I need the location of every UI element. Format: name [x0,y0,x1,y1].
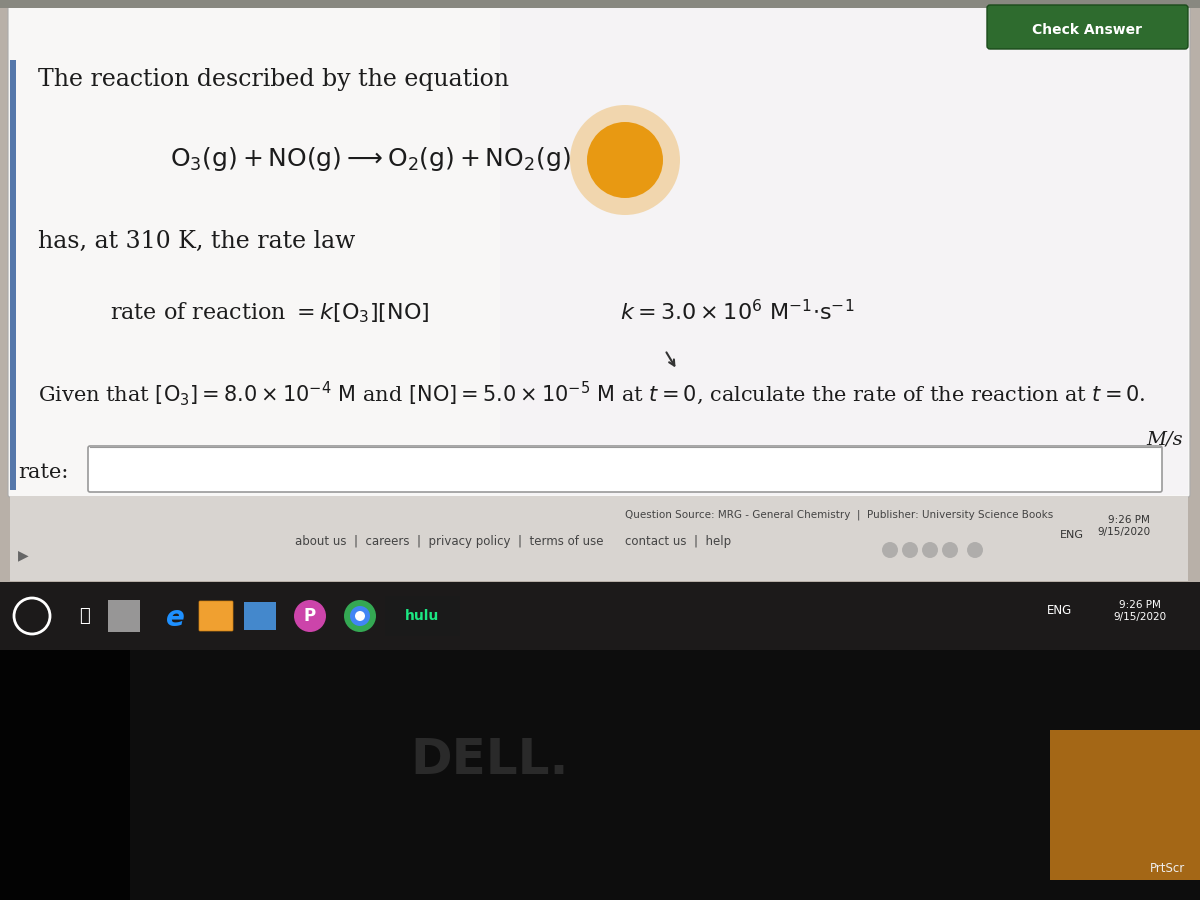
Text: Question Source: MRG - General Chemistry  |  Publisher: University Science Books: Question Source: MRG - General Chemistry… [625,510,1054,520]
Circle shape [294,600,326,632]
Text: 9:26 PM
9/15/2020: 9:26 PM 9/15/2020 [1097,515,1150,536]
Text: rate:: rate: [18,463,68,482]
Text: hulu: hulu [404,609,439,623]
Circle shape [344,600,376,632]
FancyBboxPatch shape [88,446,1162,492]
Text: P: P [304,607,316,625]
Text: Check Answer: Check Answer [1032,23,1142,37]
FancyBboxPatch shape [199,601,233,631]
Bar [10,496,1188,581]
Text: M/s: M/s [1146,430,1183,448]
Circle shape [882,542,898,558]
Text: e: e [166,604,185,632]
Circle shape [942,542,958,558]
Circle shape [355,611,365,621]
Text: $\mathrm{O_3(g) + NO(g) \longrightarrow O_2(g) + NO_2(g)}$: $\mathrm{O_3(g) + NO(g) \longrightarrow … [170,145,571,173]
Circle shape [587,122,662,198]
Bar [0,650,1200,900]
Text: contact us  |  help: contact us | help [625,535,731,548]
Text: rate of reaction $= k[\mathrm{O_3}][\mathrm{NO}]$: rate of reaction $= k[\mathrm{O_3}][\mat… [110,300,430,325]
Text: ENG: ENG [1060,530,1084,540]
Text: ENG: ENG [1048,604,1073,617]
Bar [108,600,140,632]
Circle shape [922,542,938,558]
Bar [0,0,1200,8]
Bar [0,582,1200,650]
Circle shape [902,542,918,558]
FancyBboxPatch shape [244,602,276,630]
Text: ▶: ▶ [18,548,29,562]
Bar [10,60,16,490]
Circle shape [570,105,680,215]
Text: DELL.: DELL. [410,736,569,784]
Bar [385,596,460,636]
Text: Given that $[\mathrm{O_3}] = 8.0 \times 10^{-4}\ \mathrm{M}$ and $[\mathrm{NO}] : Given that $[\mathrm{O_3}] = 8.0 \times … [38,380,1146,409]
Text: has, at 310 K, the rate law: has, at 310 K, the rate law [38,230,355,253]
Text: $k = 3.0 \times 10^6\ \mathrm{M^{-1}{\cdot}s^{-1}}$: $k = 3.0 \times 10^6\ \mathrm{M^{-1}{\cd… [620,300,854,325]
Text: PrtScr: PrtScr [1150,862,1186,875]
FancyBboxPatch shape [500,5,1188,495]
Circle shape [350,606,370,626]
Circle shape [967,542,983,558]
Bar [1050,730,1200,880]
Text: 믐: 믐 [79,607,90,625]
FancyBboxPatch shape [986,5,1188,49]
Text: 9:26 PM
9/15/2020: 9:26 PM 9/15/2020 [1114,600,1166,622]
Text: The reaction described by the equation: The reaction described by the equation [38,68,509,91]
FancyBboxPatch shape [8,3,1190,497]
Bar [0,650,130,900]
Text: about us  |  careers  |  privacy policy  |  terms of use: about us | careers | privacy policy | te… [295,535,604,548]
